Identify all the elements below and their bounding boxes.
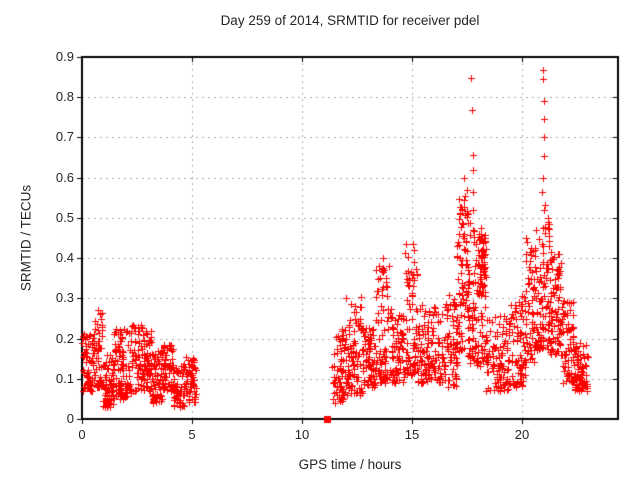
y-tick-label: 0 <box>66 411 74 426</box>
y-tick-label: 0.1 <box>55 371 74 386</box>
y-tick-label: 0.8 <box>55 89 74 104</box>
y-tick-label: 0.7 <box>55 129 74 144</box>
x-tick-label: 20 <box>514 427 530 442</box>
y-tick-label: 0.6 <box>55 170 74 185</box>
y-axis-label: SRMTID / TECUs <box>18 184 34 292</box>
x-tick-label: 0 <box>78 427 86 442</box>
y-tick-label: 0.5 <box>55 210 74 225</box>
chart-title: Day 259 of 2014, SRMTID for receiver pde… <box>220 13 480 28</box>
x-tick-label: 15 <box>404 427 420 442</box>
x-axis-label: GPS time / hours <box>298 457 402 472</box>
y-tick-label: 0.9 <box>55 49 74 64</box>
x-tick-label: 5 <box>188 427 196 442</box>
y-tick-label: 0.4 <box>55 250 74 265</box>
x-tick-label: 10 <box>294 427 310 442</box>
y-tick-label: 0.2 <box>55 331 74 346</box>
y-tick-label: 0.3 <box>55 290 74 305</box>
